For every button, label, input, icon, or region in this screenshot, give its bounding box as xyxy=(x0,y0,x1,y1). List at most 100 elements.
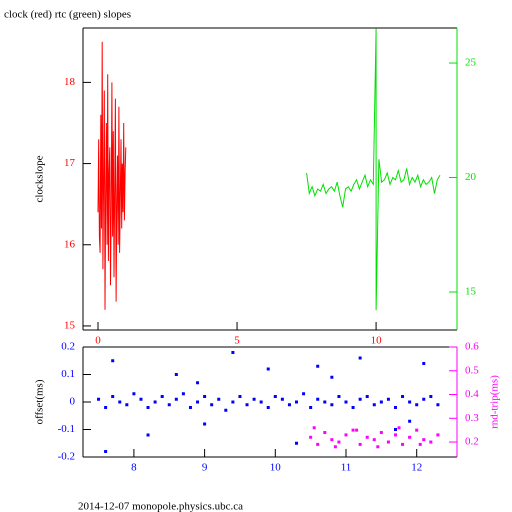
y-tick-label: 17 xyxy=(64,157,76,169)
data-point xyxy=(436,403,440,407)
data-point xyxy=(337,395,341,398)
data-point xyxy=(386,397,390,401)
data-point xyxy=(224,408,228,412)
data-point xyxy=(111,359,115,363)
data-point xyxy=(111,395,115,398)
data-point xyxy=(132,392,136,396)
data-point xyxy=(302,392,306,396)
data-point xyxy=(422,438,426,442)
data-line xyxy=(306,28,441,311)
data-point xyxy=(355,428,359,432)
data-point xyxy=(330,403,334,407)
data-point xyxy=(379,400,383,404)
data-point xyxy=(188,406,192,409)
data-point xyxy=(139,397,143,401)
data-point xyxy=(351,428,355,432)
data-point xyxy=(323,400,327,404)
data-point xyxy=(295,441,299,445)
y-axis-label: clockslope xyxy=(34,155,46,202)
data-point xyxy=(316,364,320,368)
y-tick-label: 0 xyxy=(70,396,76,408)
data-point xyxy=(312,426,316,430)
y-tick-label: 0.1 xyxy=(61,368,75,380)
data-point xyxy=(401,395,405,398)
chart-title: clock (red) rtc (green) slopes xyxy=(4,9,131,21)
data-point xyxy=(365,435,369,439)
data-point xyxy=(203,422,207,426)
data-point xyxy=(231,351,235,354)
y2-tick-label: 25 xyxy=(465,57,477,69)
data-point xyxy=(316,442,320,446)
data-point xyxy=(266,406,270,409)
y-tick-label: 16 xyxy=(64,238,76,250)
data-point xyxy=(153,400,157,404)
data-point xyxy=(245,403,249,407)
data-point xyxy=(429,395,433,398)
data-point xyxy=(393,406,397,409)
data-point xyxy=(415,428,419,432)
y-tick-label: 0.2 xyxy=(61,341,75,353)
x-tick-label: 10 xyxy=(371,335,383,347)
data-point xyxy=(358,442,362,446)
data-point xyxy=(429,440,433,444)
data-point xyxy=(118,400,122,404)
x-tick-label: 11 xyxy=(341,462,352,474)
y-axis-label: offset(ms) xyxy=(34,379,46,424)
data-point xyxy=(252,397,256,401)
data-point xyxy=(167,403,171,407)
data-point xyxy=(323,431,327,435)
data-point xyxy=(309,406,313,409)
data-point xyxy=(401,442,405,446)
data-point xyxy=(330,375,334,379)
data-point xyxy=(397,426,401,430)
data-point xyxy=(196,381,200,385)
footer: 2014-12-07 monopole.physics.ubc.ca xyxy=(78,501,243,512)
data-point xyxy=(418,442,422,446)
data-point xyxy=(372,403,376,407)
data-point xyxy=(295,400,299,404)
y2-tick-label: 0.2 xyxy=(465,436,479,448)
data-point xyxy=(146,433,150,437)
data-point xyxy=(358,397,362,401)
y-tick-label: -0.2 xyxy=(58,451,75,463)
data-point xyxy=(415,403,419,407)
data-point xyxy=(358,356,362,360)
data-point xyxy=(422,362,426,365)
x-tick-label: 10 xyxy=(270,462,282,474)
data-point xyxy=(393,428,397,431)
data-point xyxy=(203,395,207,398)
data-point xyxy=(231,400,235,404)
data-point xyxy=(287,403,291,407)
data-point xyxy=(436,433,440,437)
data-point xyxy=(372,438,376,442)
data-point xyxy=(210,403,214,407)
y-tick-label: 15 xyxy=(64,319,76,331)
data-point xyxy=(160,395,164,398)
data-point xyxy=(386,440,390,444)
data-point xyxy=(422,397,426,401)
y2-tick-label: 0.4 xyxy=(465,388,479,400)
data-point xyxy=(337,440,341,444)
y2-tick-label: 20 xyxy=(465,171,477,183)
data-point xyxy=(217,397,221,401)
data-point xyxy=(408,435,412,439)
data-point xyxy=(181,392,185,396)
data-point xyxy=(104,450,108,453)
data-point xyxy=(344,400,348,404)
y2-tick-label: 0.3 xyxy=(465,412,479,424)
x-tick-label: 0 xyxy=(95,335,101,347)
data-point xyxy=(238,395,242,398)
data-point xyxy=(333,445,337,449)
data-point xyxy=(259,400,263,404)
data-point xyxy=(316,397,320,401)
y2-tick-label: 0.5 xyxy=(465,364,479,376)
data-point xyxy=(97,397,101,401)
data-line xyxy=(97,41,127,310)
data-point xyxy=(104,406,108,409)
data-point xyxy=(408,419,412,423)
x-tick-label: 12 xyxy=(411,462,422,474)
data-point xyxy=(351,406,355,409)
x-tick-label: 8 xyxy=(131,462,137,474)
y2-tick-label: 0.6 xyxy=(465,341,479,353)
